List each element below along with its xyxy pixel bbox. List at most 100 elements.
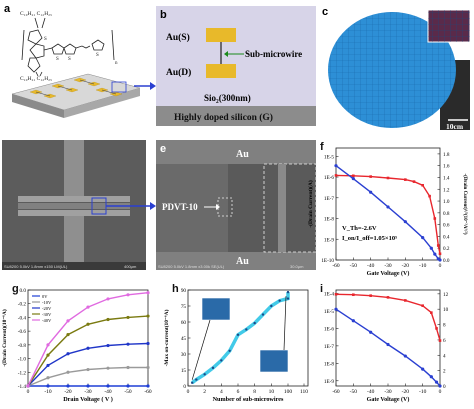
drain-label: Au(D) [166, 67, 191, 78]
data-point [386, 205, 390, 209]
wire-label: Sub-microwire [245, 49, 302, 59]
data-point [106, 297, 110, 301]
data-point [126, 293, 130, 297]
y-tick-label: 0 [183, 384, 186, 390]
data-point [146, 365, 150, 370]
data-point [86, 322, 90, 326]
data-point [126, 342, 130, 346]
chem-s1: S [56, 57, 59, 62]
y-tick-label: 4 [443, 353, 446, 359]
data-point [253, 321, 256, 325]
x-tick-label: -60 [332, 263, 340, 269]
oxide-layer [156, 6, 316, 106]
data-point [430, 311, 433, 314]
x-tick-label: -20 [402, 389, 410, 395]
y-tick-label: 8 [443, 323, 446, 329]
data-point [195, 378, 198, 381]
material-label: PDVT-10 [162, 202, 198, 212]
data-point [352, 293, 355, 297]
data-point [429, 246, 433, 250]
y-tick-label: 0.8 [443, 211, 450, 217]
data-point [66, 319, 70, 323]
annotation-on-off: I_on/I_off=1.05×10⁵ [342, 235, 397, 242]
data-point [436, 244, 440, 247]
y-tick-label: 0 [443, 384, 446, 390]
panel-e-letter: e [160, 143, 166, 155]
data-point [433, 217, 437, 220]
x-tick-label: 100 [284, 389, 293, 395]
y-tick-label: 1E-6 [324, 326, 334, 332]
data-point [438, 339, 442, 342]
x-tick-label: -10 [44, 389, 52, 395]
y-tick-label: 1E-9 [324, 379, 334, 385]
x-tick-label: 0 [439, 263, 442, 269]
y-tick-label: 0.0 [443, 258, 450, 264]
data-point [66, 384, 70, 388]
y-axis-label-left: -(Drain Current)(A) [307, 180, 314, 228]
data-point [334, 174, 338, 177]
panel-d: d SU8200 5.0kV 1.8mm x150 LM(UL) 400μm [2, 140, 156, 270]
y-tick-label: 30 [181, 352, 187, 358]
y-tick-label: 0.6 [443, 223, 450, 229]
inset-device-large [259, 349, 289, 373]
legend-label: 0V [42, 294, 48, 299]
x-tick-label: 6 [237, 389, 240, 395]
chem-top-chain: C₁₀H₂₁ C₁₂H₂₅ [20, 11, 52, 17]
x-axis-label: Drain Voltage ( V ) [63, 396, 113, 403]
data-point [190, 381, 194, 384]
y-tick-label: -1.4 [18, 384, 27, 390]
data-point [236, 333, 240, 336]
panel-c-letter: c [322, 6, 328, 18]
data-point [146, 384, 150, 388]
y-tick-label: 60 [181, 320, 187, 326]
y-tick-label: 1E-8 [324, 217, 334, 223]
data-point [146, 341, 150, 346]
data-point [126, 365, 130, 370]
y-tick-label: 75 [181, 304, 187, 310]
data-point [228, 349, 231, 352]
x-tick-label: 10 [269, 389, 275, 395]
device-block [11, 73, 141, 118]
sem-d-info: SU8200 5.0kV 1.8mm x150 LM(UL) [4, 264, 68, 269]
y-tick-label: 6 [443, 338, 446, 344]
data-point [438, 258, 442, 262]
data-point [278, 299, 281, 302]
data-point [286, 290, 290, 294]
y-tick-label: 0.0 [20, 288, 27, 294]
chem-s3: S [96, 53, 99, 58]
drain-pad [206, 64, 236, 78]
arrow-a-to-b-head [150, 82, 156, 90]
data-point [126, 315, 130, 320]
x-tick-label: -20 [64, 389, 72, 395]
data-point [203, 373, 206, 376]
data-point [46, 376, 50, 380]
x-tick-label: 4 [220, 389, 223, 395]
data-point [211, 366, 215, 370]
sem-d-scale: 400μm [124, 264, 137, 269]
data-point [434, 380, 439, 384]
data-point [369, 190, 373, 194]
y-tick-label: 1E-5 [324, 309, 334, 315]
panel-letter: i [320, 283, 323, 295]
data-point [106, 384, 110, 388]
panel-b-letter: b [160, 9, 167, 21]
series-line [335, 165, 441, 261]
x-tick-label: -30 [84, 389, 92, 395]
x-tick-label: -10 [419, 263, 427, 269]
y-tick-label: 1E-10 [321, 258, 334, 264]
y-tick-label: 1.0 [443, 199, 450, 205]
data-point [334, 164, 338, 168]
au-top-label: Au [236, 149, 249, 160]
data-point [86, 367, 90, 372]
x-axis-label: Gate Voltage (V) [367, 270, 410, 277]
data-point [386, 176, 390, 180]
y-tick-label: -0.2 [18, 302, 27, 308]
sem-d-top-electrode [64, 140, 84, 198]
panel-letter: h [172, 283, 179, 295]
series-line [335, 174, 441, 254]
panel-e: e Au Au PDVT-10 SU8200 5.0kV 1.8mm x3.00… [156, 140, 317, 270]
data-point [369, 175, 372, 178]
data-point [428, 194, 431, 198]
y-tick-label: 15 [181, 368, 187, 374]
